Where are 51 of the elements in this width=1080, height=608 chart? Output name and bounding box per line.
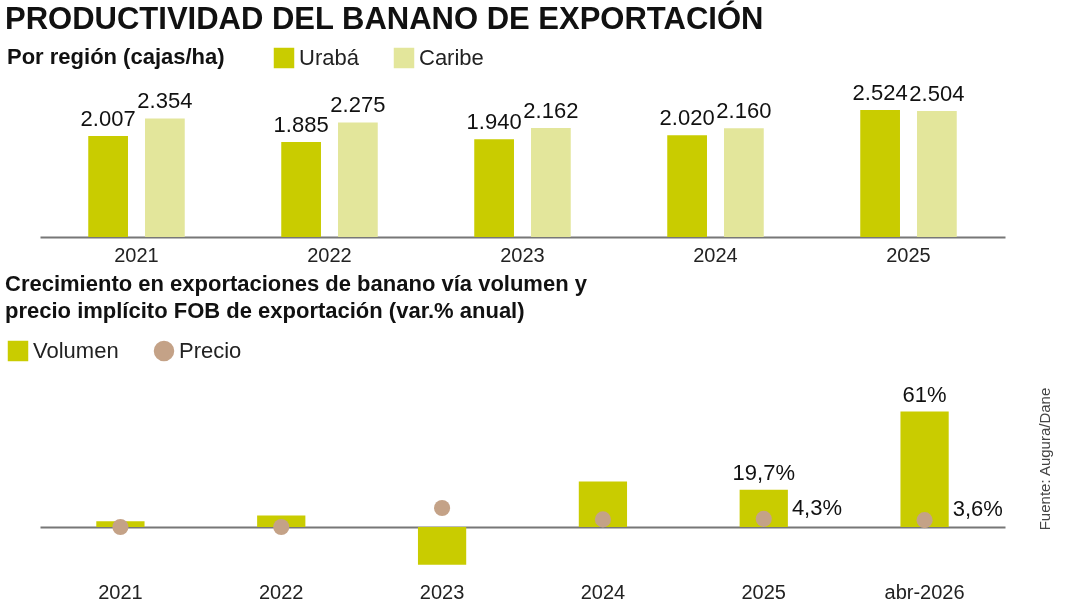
x-tick-label: 2024 xyxy=(693,243,738,266)
bar xyxy=(860,109,900,237)
legend-label: Caribe xyxy=(419,45,484,70)
bar xyxy=(338,122,378,237)
data-label: 2.162 xyxy=(523,98,579,124)
data-label: 1.885 xyxy=(273,112,329,138)
legend-label: Precio xyxy=(179,338,242,363)
chart-title: PRODUCTIVIDAD DEL BANANO DE EXPORTACIÓN xyxy=(5,0,764,36)
bar xyxy=(145,118,185,237)
point xyxy=(273,518,290,536)
legend-label: Volumen xyxy=(33,338,119,363)
data-label: 2.160 xyxy=(716,98,772,124)
data-label: 3,6% xyxy=(952,496,1003,522)
point xyxy=(755,510,772,527)
source-note: Fuente: Augura/Dane xyxy=(1036,387,1053,531)
point xyxy=(916,512,933,529)
data-label: 19,7% xyxy=(732,459,795,485)
bar xyxy=(917,110,957,237)
data-label: 1.940 xyxy=(466,109,522,135)
x-tick-label: abr-2026 xyxy=(884,580,965,603)
bar xyxy=(900,411,949,527)
bar xyxy=(88,135,128,237)
bar xyxy=(667,135,707,237)
data-label: 2.524 xyxy=(852,79,908,105)
bar xyxy=(474,139,514,237)
legend-label: Urabá xyxy=(299,45,360,70)
x-tick-label: 2022 xyxy=(259,580,304,603)
data-label: 2.020 xyxy=(659,105,715,131)
chart-subtitle: Por región (cajas/ha) xyxy=(7,44,225,69)
point xyxy=(112,518,129,536)
data-label: 2.275 xyxy=(330,92,386,118)
bar xyxy=(724,128,764,237)
x-tick-label: 2023 xyxy=(419,580,465,603)
bar xyxy=(281,142,321,237)
bar xyxy=(417,526,467,565)
point xyxy=(594,511,611,528)
data-label: 4,3% xyxy=(791,494,843,520)
point xyxy=(434,500,451,517)
data-label: 61% xyxy=(902,381,947,407)
data-label: 2.504 xyxy=(909,80,965,106)
x-tick-label: 2022 xyxy=(307,243,352,266)
data-label: 2.354 xyxy=(137,88,193,114)
x-tick-label: 2021 xyxy=(114,243,159,266)
chart-title: Crecimiento en exportaciones de banano vía volumen y precio implícito FOB de exportación (var.% anual) xyxy=(5,271,588,323)
data-label: 2.007 xyxy=(80,105,136,131)
x-tick-label: 2025 xyxy=(886,243,931,266)
x-tick-label: 2024 xyxy=(580,580,626,603)
x-tick-label: 2025 xyxy=(741,580,786,603)
x-tick-label: 2021 xyxy=(98,580,143,603)
x-tick-label: 2023 xyxy=(500,243,545,266)
bar xyxy=(531,128,571,237)
